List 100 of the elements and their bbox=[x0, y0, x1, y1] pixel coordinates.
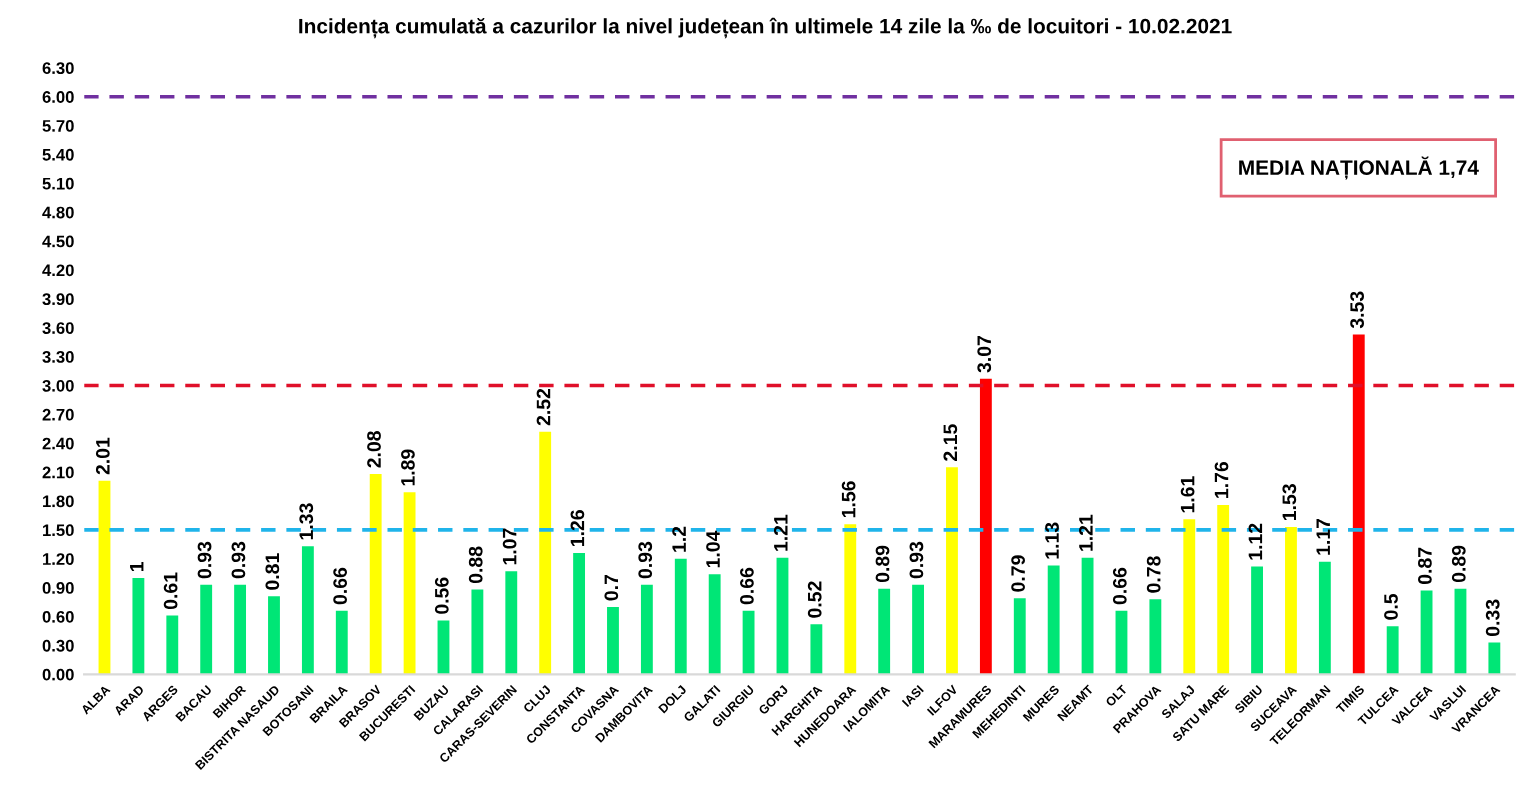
data-label: 1.33 bbox=[299, 503, 314, 540]
data-label: 3.07 bbox=[977, 336, 992, 373]
bar bbox=[776, 557, 789, 675]
annotation: MEDIA NAȚIONALĂ 1,74 bbox=[1239, 156, 1479, 180]
data-label: 1.07 bbox=[502, 528, 517, 565]
bar bbox=[810, 624, 823, 675]
bar bbox=[505, 571, 518, 675]
data-label: 1.17 bbox=[1316, 518, 1330, 555]
bar bbox=[369, 474, 382, 675]
data-label: 1.21 bbox=[773, 514, 788, 551]
y-tick-label: 6.30 bbox=[42, 62, 74, 75]
bar bbox=[1251, 566, 1263, 675]
bar bbox=[708, 574, 721, 675]
data-label: 2.08 bbox=[367, 431, 381, 468]
y-tick-label: 0.00 bbox=[42, 668, 74, 681]
y-tick-label: 1.20 bbox=[43, 553, 74, 565]
bar bbox=[674, 558, 687, 675]
bar bbox=[1013, 598, 1026, 675]
data-label: 1.61 bbox=[1180, 476, 1195, 513]
data-label: 1.56 bbox=[841, 481, 856, 518]
bar bbox=[471, 589, 484, 675]
y-tick-label: 5.70 bbox=[42, 119, 74, 132]
y-tick-label: 3.90 bbox=[42, 293, 74, 306]
bar bbox=[640, 584, 653, 675]
y-tick-label: 2.40 bbox=[42, 437, 74, 450]
data-label: 0.7 bbox=[604, 574, 619, 601]
data-label: 0.66 bbox=[740, 567, 754, 605]
data-label: 2.15 bbox=[943, 424, 958, 461]
bar bbox=[1454, 588, 1467, 675]
bar bbox=[1285, 527, 1297, 675]
data-label: 1.21 bbox=[1079, 514, 1093, 551]
bar bbox=[844, 524, 857, 675]
bar bbox=[607, 606, 619, 675]
y-tick-label: 5.10 bbox=[42, 177, 74, 190]
data-label: 0.93 bbox=[638, 541, 653, 579]
y-tick-label: 3.00 bbox=[42, 379, 74, 392]
bar bbox=[573, 553, 586, 675]
y-tick-label: 3.30 bbox=[42, 351, 74, 363]
bar bbox=[132, 578, 145, 675]
data-label: 2.52 bbox=[536, 388, 551, 426]
bar bbox=[1081, 557, 1094, 675]
y-tick-label: 1.80 bbox=[43, 495, 74, 508]
y-tick-label: 2.10 bbox=[42, 466, 74, 479]
data-label: 0.93 bbox=[231, 541, 246, 579]
data-label: 2.01 bbox=[95, 437, 110, 475]
data-label: 0.89 bbox=[875, 545, 890, 583]
bar bbox=[742, 610, 755, 675]
bar bbox=[1420, 590, 1433, 675]
y-tick-label: 4.80 bbox=[42, 206, 74, 219]
data-label: 0.61 bbox=[163, 572, 178, 610]
bar bbox=[1352, 334, 1365, 675]
data-label: 1.2 bbox=[672, 526, 686, 552]
bar bbox=[1318, 561, 1331, 675]
data-label: 0.78 bbox=[1146, 556, 1161, 593]
data-label: 0.79 bbox=[1011, 555, 1025, 592]
chart-title: Incidența cumulată a cazurilor la nivel județean în ultimele 14 zile la ‰ de locuitori - 10.02.2021 bbox=[299, 17, 1232, 39]
bar bbox=[1149, 599, 1162, 675]
y-tick-label: 6.00 bbox=[42, 91, 74, 103]
data-label: 1.13 bbox=[1045, 522, 1059, 559]
data-label: 1.76 bbox=[1214, 461, 1229, 498]
y-tick-label: 0.30 bbox=[42, 639, 74, 652]
data-label: 1.12 bbox=[1248, 523, 1263, 560]
y-tick-label: 0.90 bbox=[42, 582, 74, 594]
data-label: 0.56 bbox=[434, 577, 449, 614]
bar bbox=[539, 431, 552, 675]
data-label: 0.66 bbox=[333, 567, 347, 605]
data-label: 0.66 bbox=[1112, 567, 1127, 605]
y-tick-label: 3.60 bbox=[42, 322, 74, 334]
bar bbox=[946, 467, 958, 675]
y-tick-label: 1.50 bbox=[43, 524, 74, 537]
data-label: 0.33 bbox=[1485, 599, 1500, 636]
data-label: 1.53 bbox=[1282, 484, 1297, 521]
data-label: 0.5 bbox=[1384, 593, 1398, 620]
bar bbox=[437, 620, 450, 675]
data-label: 0.81 bbox=[265, 553, 280, 590]
bar bbox=[1386, 626, 1399, 675]
bar bbox=[1115, 610, 1128, 675]
y-tick-label: 0.60 bbox=[42, 610, 74, 623]
bar bbox=[98, 480, 111, 675]
data-label: 1 bbox=[130, 562, 144, 572]
bar bbox=[912, 584, 924, 675]
bar bbox=[878, 588, 891, 675]
bar bbox=[301, 546, 314, 675]
bar bbox=[268, 596, 280, 675]
bar bbox=[403, 492, 416, 675]
bar bbox=[1217, 504, 1230, 675]
data-label: 1.89 bbox=[401, 449, 415, 486]
data-label: 0.87 bbox=[1418, 547, 1432, 585]
y-tick-label: 5.40 bbox=[42, 148, 74, 161]
bar bbox=[166, 615, 179, 675]
bar bbox=[1047, 565, 1060, 675]
data-label: 0.93 bbox=[909, 541, 924, 579]
y-tick-label: 4.20 bbox=[42, 264, 74, 277]
bar bbox=[1488, 642, 1501, 675]
data-label: 0.89 bbox=[1451, 545, 1466, 583]
bar bbox=[200, 584, 213, 675]
data-label: 0.52 bbox=[807, 581, 822, 618]
data-label: 1.26 bbox=[570, 510, 585, 547]
data-label: 0.88 bbox=[468, 546, 483, 584]
data-label: 1.04 bbox=[706, 530, 720, 568]
